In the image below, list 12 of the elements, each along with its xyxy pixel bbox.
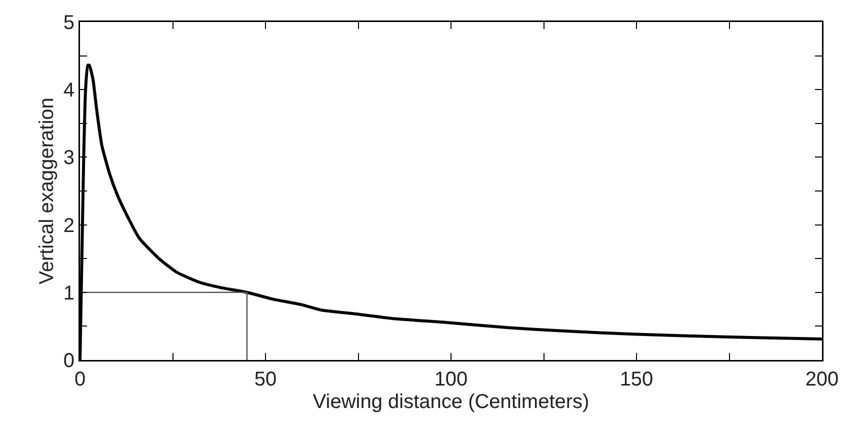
y-tick-label: 1 [63, 282, 74, 304]
y-axis-title: Vertical exaggeration [36, 98, 58, 284]
x-tick-label: 200 [805, 368, 839, 390]
y-tick-label: 3 [63, 147, 74, 170]
y-tick-label: 5 [63, 12, 74, 34]
x-axis-title: Viewing distance (Centimeters) [312, 390, 590, 413]
x-tick-label: 150 [620, 368, 654, 390]
y-tick-label: 0 [63, 350, 74, 372]
x-tick-label: 50 [254, 368, 277, 390]
x-tick-label: 100 [434, 368, 468, 390]
y-tick-label: 4 [63, 80, 74, 102]
y-tick-label: 2 [63, 214, 74, 237]
